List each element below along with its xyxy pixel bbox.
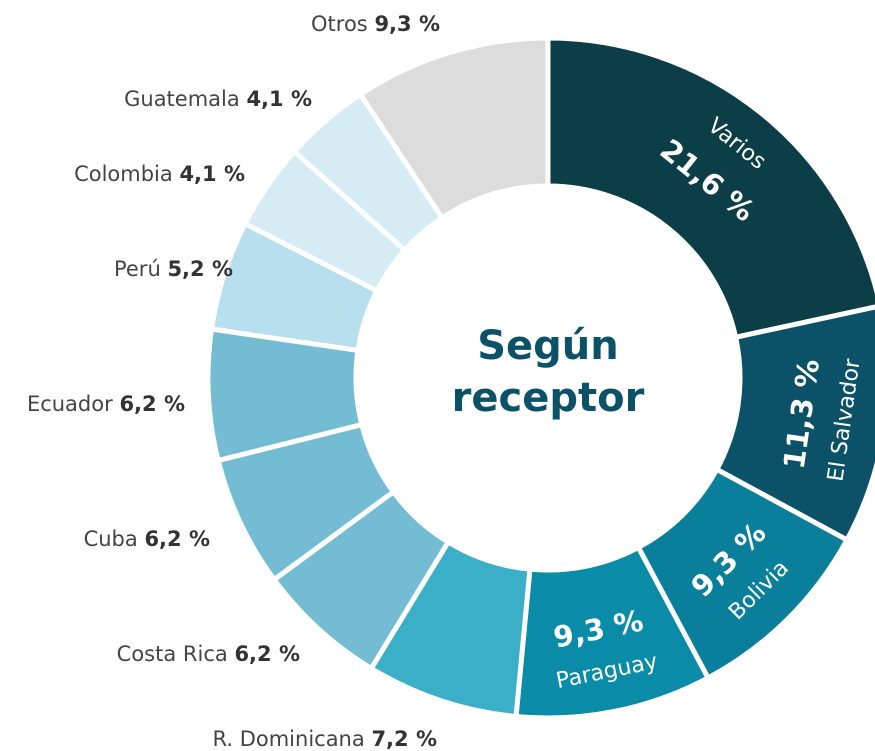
category-name: Perú (114, 257, 161, 281)
category-name: Ecuador (27, 392, 113, 416)
value-label: 6,2 % (234, 642, 300, 666)
segment-label: Guatemala 4,1 % (124, 87, 312, 111)
value-label: 4,1 % (246, 87, 312, 111)
segment-label: R. Dominicana 7,2 % (213, 727, 438, 751)
value-label: 7,2 % (371, 727, 437, 751)
value-label: 9,3 % (374, 12, 440, 36)
category-name: Colombia (74, 162, 173, 186)
donut-segment (356, 35, 551, 222)
segment-label: Cuba 6,2 % (84, 527, 210, 551)
category-name: Guatemala (124, 87, 240, 111)
value-label: 4,1 % (179, 162, 245, 186)
segment-label: Costa Rica 6,2 % (117, 642, 300, 666)
donut-segment (545, 35, 875, 341)
category-name: R. Dominicana (213, 727, 365, 751)
value-label: 5,2 % (167, 257, 233, 281)
category-name: Otros (311, 12, 368, 36)
chart-title: Según receptor (451, 323, 645, 421)
segment-label: Ecuador 6,2 % (27, 392, 185, 416)
value-label: 6,2 % (144, 527, 210, 551)
segment-label: Colombia 4,1 % (74, 162, 245, 186)
segment-label: Otros 9,3 % (311, 12, 440, 36)
category-name: Cuba (84, 527, 138, 551)
value-label: 6,2 % (119, 392, 185, 416)
category-name: Costa Rica (117, 642, 228, 666)
segment-label: Perú 5,2 % (114, 257, 233, 281)
